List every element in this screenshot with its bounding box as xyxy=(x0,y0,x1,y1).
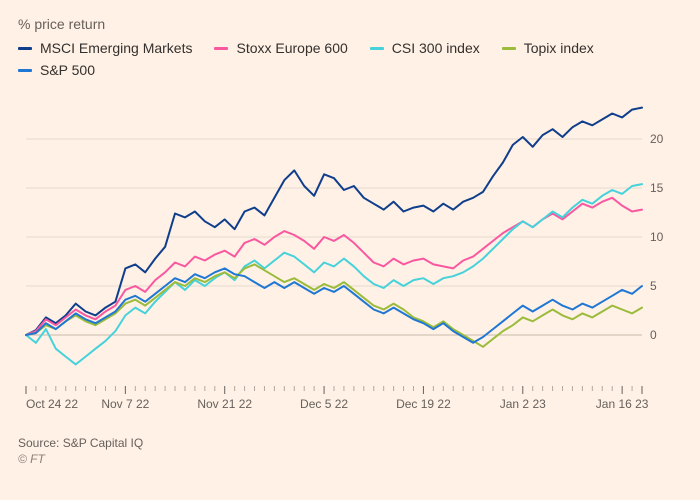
legend-swatch xyxy=(18,69,32,72)
legend-label: S&P 500 xyxy=(40,62,95,78)
legend-swatch xyxy=(370,47,384,50)
legend-label: CSI 300 index xyxy=(392,40,480,56)
y-axis-label: 0 xyxy=(650,328,657,342)
legend-item: Stoxx Europe 600 xyxy=(214,40,347,56)
series-line xyxy=(26,264,642,346)
y-axis-label: 5 xyxy=(650,279,657,293)
x-axis-label: Oct 24 22 xyxy=(26,397,78,411)
y-axis-label: 10 xyxy=(650,230,664,244)
y-axis-label: 15 xyxy=(650,181,664,195)
legend-item: CSI 300 index xyxy=(370,40,480,56)
x-axis-label: Dec 5 22 xyxy=(300,397,348,411)
x-axis-label: Jan 16 23 xyxy=(596,397,649,411)
legend-swatch xyxy=(18,47,32,50)
legend-item: MSCI Emerging Markets xyxy=(18,40,192,56)
line-chart: 0 5 10 15 20 Oct 24 22 Nov 7 22 Nov 21 22 Dec 5 … xyxy=(18,84,682,424)
series-line xyxy=(26,184,642,364)
legend-label: Topix index xyxy=(524,40,594,56)
legend-swatch xyxy=(214,47,228,50)
x-axis-label: Dec 19 22 xyxy=(396,397,451,411)
legend-swatch xyxy=(502,47,516,50)
legend-label: MSCI Emerging Markets xyxy=(40,40,192,56)
figure-container: % price return MSCI Emerging Markets Stox… xyxy=(0,0,700,500)
y-axis-label: 20 xyxy=(650,132,664,146)
chart-source: Source: S&P Capital IQ xyxy=(18,436,682,450)
legend-label: Stoxx Europe 600 xyxy=(236,40,347,56)
x-axis-label: Nov 7 22 xyxy=(101,397,149,411)
legend-item: Topix index xyxy=(502,40,594,56)
x-axis-label: Jan 2 23 xyxy=(500,397,546,411)
chart-svg: 0 5 10 15 20 Oct 24 22 Nov 7 22 Nov 21 22 Dec 5 … xyxy=(18,84,682,424)
chart-copyright: © FT xyxy=(18,452,682,466)
legend: MSCI Emerging Markets Stoxx Europe 600 CSI… xyxy=(18,40,682,78)
chart-subtitle: % price return xyxy=(18,16,682,32)
legend-item: S&P 500 xyxy=(18,62,95,78)
x-axis-label: Nov 21 22 xyxy=(197,397,252,411)
series-line xyxy=(26,268,642,342)
